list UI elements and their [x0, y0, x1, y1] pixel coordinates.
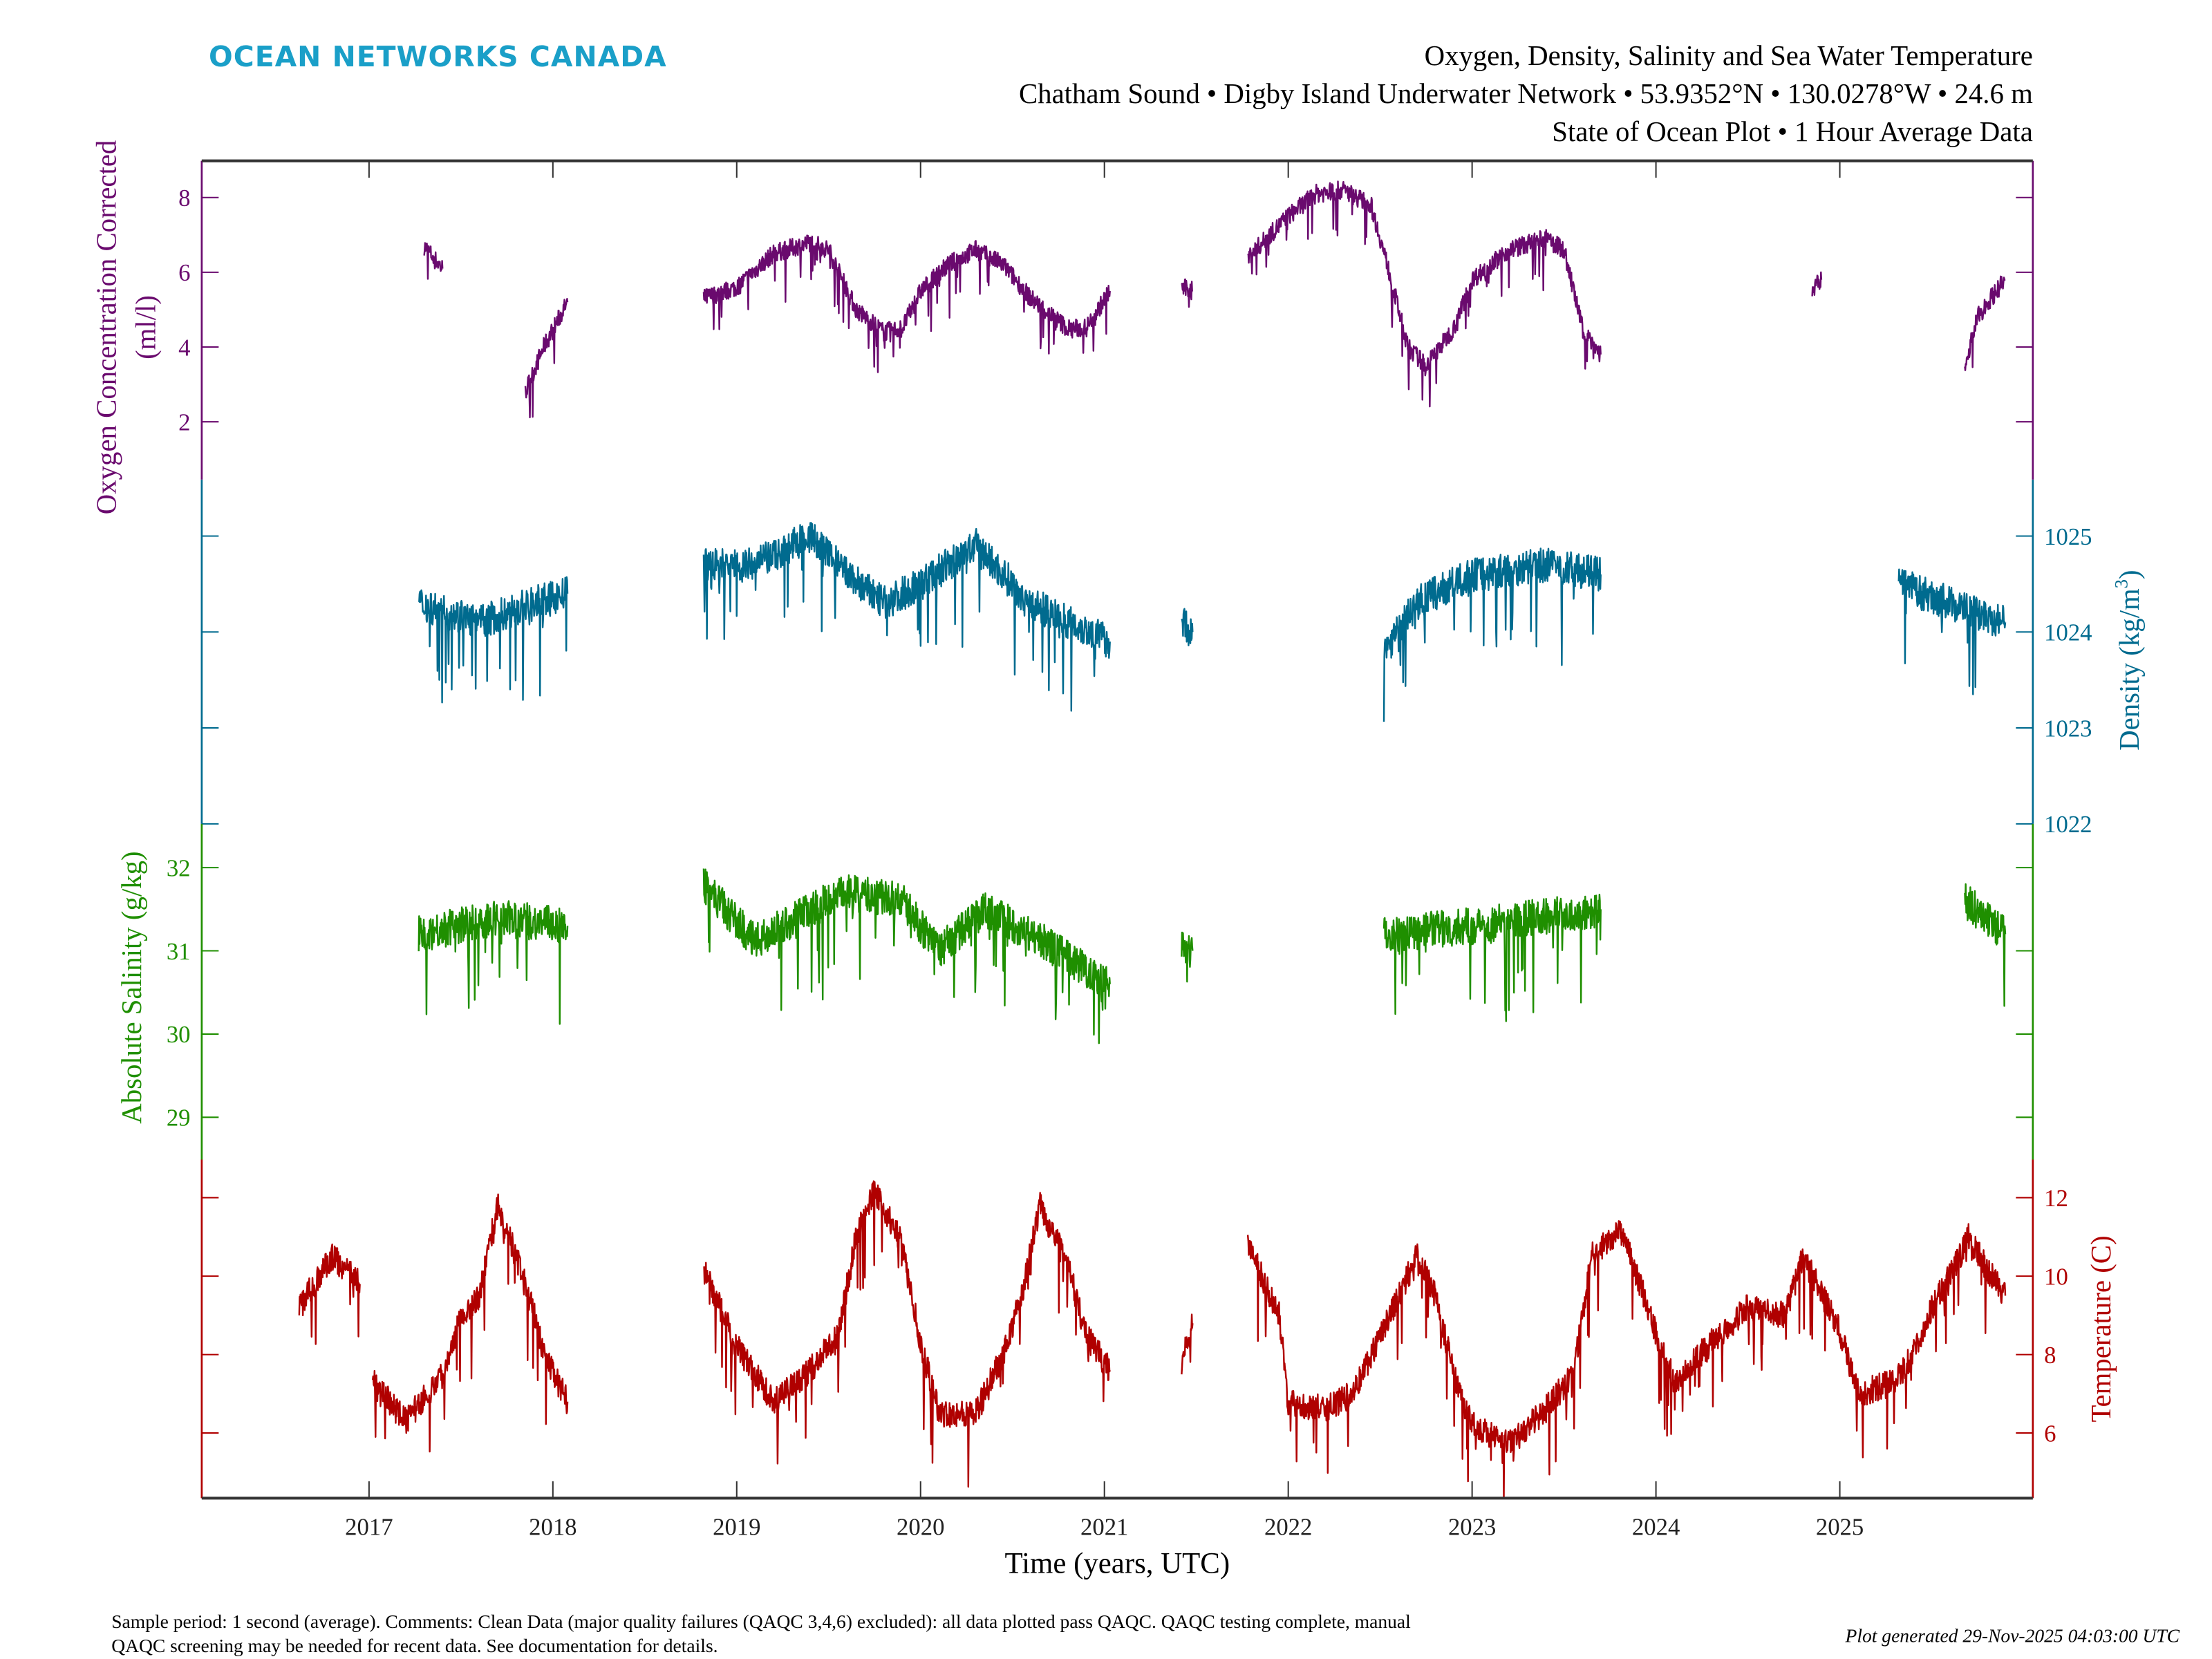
density-label-text: Density (kg/m: [2114, 588, 2145, 751]
density-series-line-2: [1181, 608, 1194, 646]
temperature-series-line-2: [703, 1180, 1111, 1488]
salinity-axis-label: Absolute Salinity (g/kg): [116, 851, 147, 1123]
oxygen-tick-label: 4: [178, 334, 190, 361]
density-series-line-1: [702, 522, 1111, 712]
density-series-line-3: [1382, 547, 1602, 722]
axes: 2 4 6 8 1022 1023 1024 1025 29 30 31 32 6 8 10 12 2017 20…: [167, 159, 2092, 1540]
salinity-tick-label: 32: [167, 854, 191, 881]
temperature-tick-label: 8: [2044, 1342, 2056, 1369]
density-series-line-4: [1897, 568, 2007, 695]
oxygen-axis-label-units: (ml/l): [130, 295, 161, 359]
temperature-series-line-4: [1246, 1220, 2007, 1499]
oxygen-series-line-2: [702, 234, 1111, 373]
oxygen-series-line-4: [1247, 180, 1602, 408]
temperature-tick-label: 10: [2044, 1263, 2068, 1290]
density-axis-label: Density (kg/m3): [2111, 570, 2145, 750]
chart-subtitle: Chatham Sound • Digby Island Underwater …: [1019, 78, 2033, 109]
chart-subtitle-2: State of Ocean Plot • 1 Hour Average Dat…: [1552, 116, 2033, 147]
chart-title: Oxygen, Density, Salinity and Sea Water …: [1425, 40, 2033, 71]
density-label-close: ): [2114, 570, 2145, 579]
temperature-tick-label: 12: [2044, 1185, 2068, 1212]
x-tick-label: 2017: [345, 1513, 393, 1540]
density-tick-label: 1025: [2044, 523, 2092, 550]
density-series-line-0: [418, 576, 569, 704]
salinity-series-line-2: [1181, 931, 1194, 983]
density-tick-label: 1022: [2044, 811, 2092, 838]
oxygen-series-line-0: [423, 242, 444, 280]
oxygen-series-line-1: [524, 298, 569, 419]
footer-comment-line-2: QAQC screening may be needed for recent …: [111, 1635, 718, 1656]
temperature-series-line-0: [298, 1243, 361, 1345]
oxygen-series-line-3: [1181, 278, 1193, 308]
salinity-tick-label: 31: [167, 938, 191, 965]
x-tick-label: 2023: [1448, 1513, 1496, 1540]
salinity-tick-label: 29: [167, 1105, 191, 1132]
salinity-series-line-4: [1964, 883, 2007, 1007]
x-tick-label: 2025: [1816, 1513, 1864, 1540]
oxygen-axis-label: Oxygen Concentration Corrected: [91, 140, 122, 515]
temperature-axis-label: Temperature (C): [2086, 1235, 2117, 1422]
plot-generated-timestamp: Plot generated 29-Nov-2025 04:03:00 UTC: [1845, 1625, 2180, 1647]
temperature-series-line-3: [1181, 1313, 1194, 1375]
oxygen-tick-label: 8: [178, 185, 190, 212]
plot-area: [298, 180, 2007, 1499]
salinity-series-line-1: [702, 868, 1111, 1044]
salinity-tick-label: 30: [167, 1021, 191, 1048]
temperature-series-line-1: [371, 1193, 569, 1453]
salinity-series-line-0: [418, 900, 569, 1025]
x-tick-label: 2024: [1632, 1513, 1680, 1540]
density-tick-label: 1024: [2044, 619, 2092, 646]
brand-logo: OCEAN NETWORKS CANADA: [209, 40, 667, 73]
oxygen-tick-label: 6: [178, 259, 190, 286]
x-axis-label: Time (years, UTC): [1004, 1548, 1230, 1580]
salinity-series-line-3: [1382, 893, 1602, 1022]
oxygen-tick-label: 2: [178, 409, 190, 435]
x-tick-label: 2020: [897, 1513, 944, 1540]
density-label-sup: 3: [2111, 579, 2132, 588]
footer-comment-line-1: Sample period: 1 second (average). Comme…: [111, 1611, 1411, 1632]
oxygen-series-line-5: [1811, 271, 1823, 297]
x-tick-label: 2018: [529, 1513, 577, 1540]
oxygen-series-line-6: [1964, 275, 2006, 371]
x-tick-label: 2021: [1080, 1513, 1128, 1540]
x-tick-label: 2022: [1264, 1513, 1312, 1540]
density-tick-label: 1023: [2044, 715, 2092, 742]
temperature-tick-label: 6: [2044, 1420, 2056, 1447]
x-tick-label: 2019: [713, 1513, 760, 1540]
